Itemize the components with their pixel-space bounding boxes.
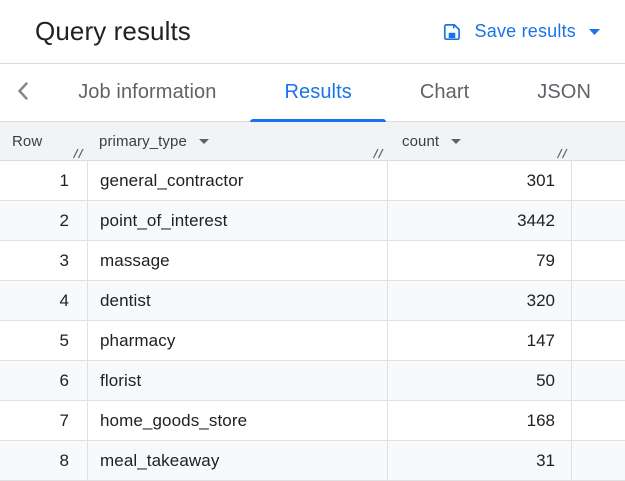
table-row: 8 meal_takeaway 31 — [0, 441, 625, 481]
primary-type-cell: florist — [88, 361, 388, 400]
row-number-cell: 4 — [0, 281, 88, 320]
tabs-bar: Job information Results Chart JSON — [0, 64, 625, 122]
row-number-cell: 7 — [0, 401, 88, 440]
filler-cell — [572, 241, 625, 280]
count-cell: 147 — [388, 321, 572, 360]
count-cell: 79 — [388, 241, 572, 280]
column-header-count-label: count — [402, 132, 440, 150]
tabs: Job information Results Chart JSON — [44, 64, 625, 122]
primary-type-cell: home_goods_store — [88, 401, 388, 440]
sort-caret-down-icon[interactable] — [451, 138, 462, 144]
count-cell: 50 — [388, 361, 572, 400]
table-row: 5 pharmacy 147 — [0, 321, 625, 361]
table-row: 3 massage 79 — [0, 241, 625, 281]
filler-cell — [572, 441, 625, 480]
primary-type-cell: massage — [88, 241, 388, 280]
primary-type-cell: general_contractor — [88, 161, 388, 200]
column-header-row: Row — [0, 122, 88, 160]
column-header-row-label: Row — [12, 132, 43, 150]
save-results-label: Save results — [474, 21, 576, 41]
column-header-count[interactable]: count — [388, 122, 572, 160]
primary-type-cell: point_of_interest — [88, 201, 388, 240]
column-header-filler — [572, 122, 625, 160]
primary-type-cell: pharmacy — [88, 321, 388, 360]
tab-job-information[interactable]: Job information — [44, 64, 250, 121]
page-title: Query results — [35, 16, 191, 46]
chevron-left-icon — [16, 81, 29, 104]
row-number-cell: 8 — [0, 441, 88, 480]
row-number-cell: 5 — [0, 321, 88, 360]
row-number-cell: 2 — [0, 201, 88, 240]
filler-cell — [572, 201, 625, 240]
count-cell: 301 — [388, 161, 572, 200]
filler-cell — [572, 361, 625, 400]
column-header-primary-type[interactable]: primary_type — [88, 122, 388, 160]
table-header-row: Row primary_type — [0, 122, 625, 161]
sort-caret-down-icon[interactable] — [198, 138, 209, 144]
column-header-primary-type-label: primary_type — [99, 132, 187, 150]
column-resize-icon[interactable] — [556, 147, 569, 159]
primary-type-cell: dentist — [88, 281, 388, 320]
filler-cell — [572, 281, 625, 320]
tab-chart[interactable]: Chart — [386, 64, 503, 121]
row-number-cell: 3 — [0, 241, 88, 280]
table-row: 1 general_contractor 301 — [0, 161, 625, 201]
table-row: 4 dentist 320 — [0, 281, 625, 321]
titlebar: Query results Save results — [0, 0, 625, 64]
table-row: 2 point_of_interest 3442 — [0, 201, 625, 241]
column-resize-icon[interactable] — [372, 147, 385, 159]
column-resize-icon[interactable] — [72, 147, 85, 159]
chevron-left-button[interactable] — [0, 64, 44, 121]
primary-type-cell: meal_takeaway — [88, 441, 388, 480]
filler-cell — [572, 321, 625, 360]
tab-json[interactable]: JSON — [503, 64, 625, 121]
caret-down-icon — [589, 28, 600, 35]
row-number-cell: 1 — [0, 161, 88, 200]
save-results-button[interactable]: Save results — [442, 21, 600, 42]
save-icon — [442, 22, 462, 42]
row-number-cell: 6 — [0, 361, 88, 400]
table-body: 1 general_contractor 301 2 point_of_interest… — [0, 161, 625, 481]
tab-results[interactable]: Results — [250, 64, 387, 122]
filler-cell — [572, 401, 625, 440]
count-cell: 31 — [388, 441, 572, 480]
filler-cell — [572, 161, 625, 200]
count-cell: 168 — [388, 401, 572, 440]
table-row: 7 home_goods_store 168 — [0, 401, 625, 441]
table-row: 6 florist 50 — [0, 361, 625, 401]
count-cell: 320 — [388, 281, 572, 320]
results-table: Row primary_type — [0, 122, 625, 481]
count-cell: 3442 — [388, 201, 572, 240]
